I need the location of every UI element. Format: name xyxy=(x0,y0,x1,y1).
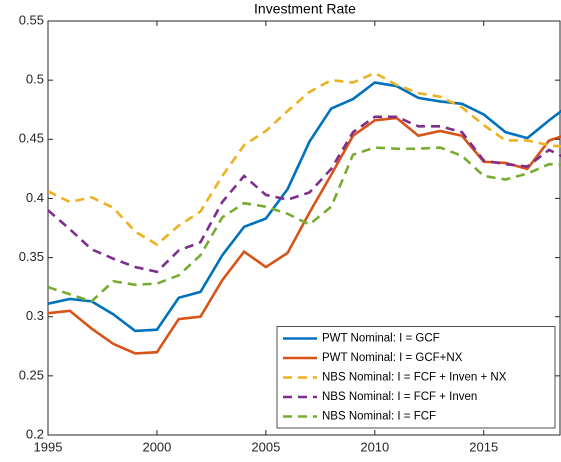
y-tick-label: 0.3 xyxy=(26,308,44,323)
legend: PWT Nominal: I = GCF PWT Nominal: I = GCF… xyxy=(276,326,556,429)
y-tick-label: 0.25 xyxy=(19,367,44,382)
legend-label: NBS Nominal: I = FCF + Inven + NX xyxy=(322,372,507,384)
legend-label: NBS Nominal: I = FCF + Inven xyxy=(322,391,477,403)
legend-label: PWT Nominal: I = GCF+NX xyxy=(322,352,463,364)
y-tick-label: 0.35 xyxy=(19,249,44,264)
legend-label: PWT Nominal: I = GCF xyxy=(322,333,440,345)
y-tick-label: 0.45 xyxy=(19,131,44,146)
chart-title: Investment Rate xyxy=(254,1,356,17)
x-tick-label: 1995 xyxy=(34,439,63,454)
legend-label: NBS Nominal: I = FCF xyxy=(322,411,436,423)
x-tick-label: 2015 xyxy=(469,439,498,454)
y-tick-label: 0.2 xyxy=(26,426,44,441)
series-line xyxy=(48,146,561,303)
plot-frame xyxy=(47,20,561,436)
plot-area xyxy=(48,71,561,355)
x-tick-label: 2000 xyxy=(142,439,171,454)
series-line xyxy=(48,71,561,247)
legend-box xyxy=(276,326,556,429)
x-tick-label: 2010 xyxy=(360,439,389,454)
series-line xyxy=(48,115,561,274)
x-tick-label: 2005 xyxy=(251,439,280,454)
series-line xyxy=(48,81,561,333)
y-tick-label: 0.55 xyxy=(19,12,44,27)
y-tick-label: 0.4 xyxy=(26,190,44,205)
y-tick-label: 0.5 xyxy=(26,72,44,87)
